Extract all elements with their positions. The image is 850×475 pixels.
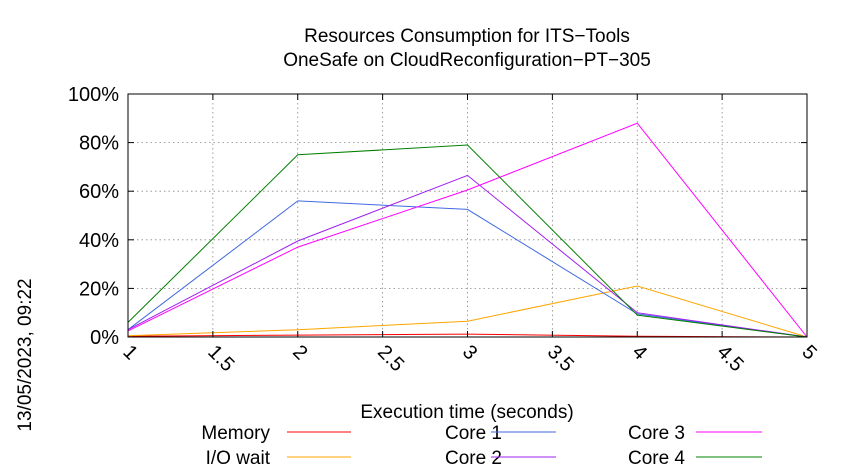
chart-title-line1: Resources Consumption for ITS−Tools	[304, 26, 630, 47]
y-tick-label: 0%	[90, 327, 119, 349]
x-tick-label: 4	[628, 341, 651, 364]
x-axis-label: Execution time (seconds)	[360, 402, 573, 423]
series-lines	[127, 122, 808, 338]
y-tick-label: 60%	[79, 181, 119, 203]
y-tick-label: 40%	[79, 230, 119, 252]
grid-lines	[128, 94, 807, 337]
x-tick-label: 1.5	[203, 341, 238, 376]
x-tick-label: 2.5	[373, 341, 408, 376]
y-tick-label: 100%	[68, 84, 119, 106]
y-tick-label: 20%	[79, 278, 119, 300]
x-tick-label: 3.5	[543, 341, 578, 376]
series-line-core-4	[127, 144, 808, 338]
legend-label-core-4: Core 4	[628, 448, 685, 469]
legend-label-core-2: Core 2	[445, 448, 502, 469]
legend: Memory I/O wait Core 1 Core 2 Core 3 Core 4	[201, 423, 762, 469]
legend-label-memory: Memory	[201, 423, 270, 444]
chart-title-line2: OneSafe on CloudReconfiguration−PT−305	[283, 50, 651, 71]
series-line-core-2	[127, 174, 808, 338]
x-tick-label: 1	[118, 341, 141, 364]
y-tick-label: 80%	[79, 133, 119, 155]
series-line-core-1	[127, 200, 808, 338]
timestamp-label: 13/05/2023, 09:22	[15, 278, 36, 431]
series-line-i-o-wait	[127, 285, 808, 338]
legend-label-core-1: Core 1	[445, 423, 502, 444]
x-tick-label: 2	[288, 341, 311, 364]
legend-label-core-3: Core 3	[628, 423, 685, 444]
x-tick-label: 5	[797, 341, 820, 364]
series-line-core-3	[127, 122, 808, 338]
x-tick-label: 3	[458, 341, 481, 364]
legend-label-i-o-wait: I/O wait	[206, 448, 271, 469]
x-tick-label: 4.5	[713, 341, 748, 376]
y-axis-ticks: 0% 20% 40% 60% 80% 100%	[68, 84, 807, 349]
